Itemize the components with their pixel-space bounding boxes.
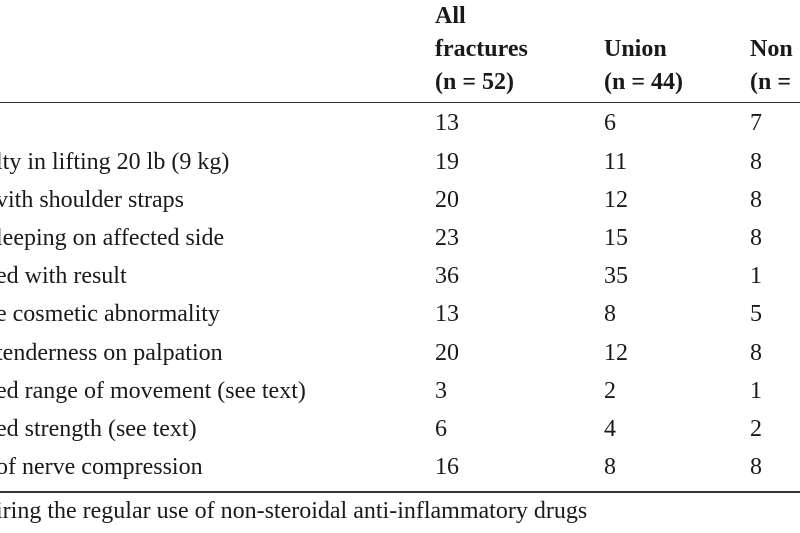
table-row: leeping on affected side 23 15 8 xyxy=(0,219,800,258)
cell-all-fractures: 13 xyxy=(435,110,459,136)
cell-nonunion: 7 xyxy=(750,110,762,136)
table-row: lty in lifting 20 lb (9 kg) 19 11 8 xyxy=(0,143,800,182)
cell-nonunion: 5 xyxy=(750,301,762,327)
table-row: of nerve compression 16 8 8 xyxy=(0,448,800,487)
row-label: ed with result xyxy=(0,263,127,289)
row-label: of nerve compression xyxy=(0,454,203,480)
cell-all-fractures: 20 xyxy=(435,187,459,213)
cell-union: 2 xyxy=(604,378,616,404)
cell-union: 8 xyxy=(604,301,616,327)
column-header-all-fractures: All fractures (n = 52) xyxy=(435,0,528,99)
row-label: ed range of movement (see text) xyxy=(0,378,306,404)
table-row: ed strength (see text) 6 4 2 xyxy=(0,410,800,449)
cell-nonunion: 2 xyxy=(750,416,762,442)
cell-union: 8 xyxy=(604,454,616,480)
cell-union: 35 xyxy=(604,263,628,289)
column-header-line: (n = 44) xyxy=(604,69,684,95)
cell-union: 4 xyxy=(604,416,616,442)
cell-all-fractures: 36 xyxy=(435,263,459,289)
cell-union: 12 xyxy=(604,340,628,366)
cell-union: 12 xyxy=(604,187,628,213)
row-label: leeping on affected side xyxy=(0,225,225,251)
cell-all-fractures: 19 xyxy=(435,149,459,175)
table-row: ed with result 36 35 1 xyxy=(0,257,800,296)
row-label: e cosmetic abnormality xyxy=(0,301,220,327)
table-row: e cosmetic abnormality 13 8 5 xyxy=(0,295,800,334)
column-header-line: fractures xyxy=(435,36,528,62)
cell-all-fractures: 13 xyxy=(435,301,459,327)
column-header-line: (n = 52) xyxy=(435,69,515,95)
cell-union: 11 xyxy=(604,149,628,175)
column-header-line: All xyxy=(435,3,466,29)
column-header-line: Non xyxy=(750,36,793,62)
table-row: tenderness on palpation 20 12 8 xyxy=(0,334,800,373)
cell-all-fractures: 6 xyxy=(435,416,447,442)
column-header-union: Union (n = 44) xyxy=(604,33,683,99)
cell-all-fractures: 3 xyxy=(435,378,447,404)
row-label: tenderness on palpation xyxy=(0,340,223,366)
cell-all-fractures: 23 xyxy=(435,225,459,251)
cell-nonunion: 8 xyxy=(750,149,762,175)
column-header-line: Union xyxy=(604,36,667,62)
header-rule xyxy=(0,102,800,103)
cell-nonunion: 8 xyxy=(750,187,762,213)
cell-nonunion: 8 xyxy=(750,454,762,480)
cell-nonunion: 8 xyxy=(750,225,762,251)
cell-union: 15 xyxy=(604,225,628,251)
cell-nonunion: 8 xyxy=(750,340,762,366)
table-bottom-rule xyxy=(0,491,800,493)
cell-all-fractures: 16 xyxy=(435,454,459,480)
table-row: vith shoulder straps 20 12 8 xyxy=(0,181,800,220)
cell-nonunion: 1 xyxy=(750,378,762,404)
table-footnote: iring the regular use of non-steroidal a… xyxy=(0,498,588,524)
cell-nonunion: 1 xyxy=(750,263,762,289)
row-label: vith shoulder straps xyxy=(0,187,184,213)
column-header-nonunion: Non (n = xyxy=(750,33,793,99)
column-header-line: (n = xyxy=(750,69,792,95)
cell-union: 6 xyxy=(604,110,616,136)
row-label: ed strength (see text) xyxy=(0,416,197,442)
table-row: 13 6 7 xyxy=(0,104,800,143)
cell-all-fractures: 20 xyxy=(435,340,459,366)
row-label: lty in lifting 20 lb (9 kg) xyxy=(0,149,230,175)
table-row: ed range of movement (see text) 3 2 1 xyxy=(0,372,800,411)
